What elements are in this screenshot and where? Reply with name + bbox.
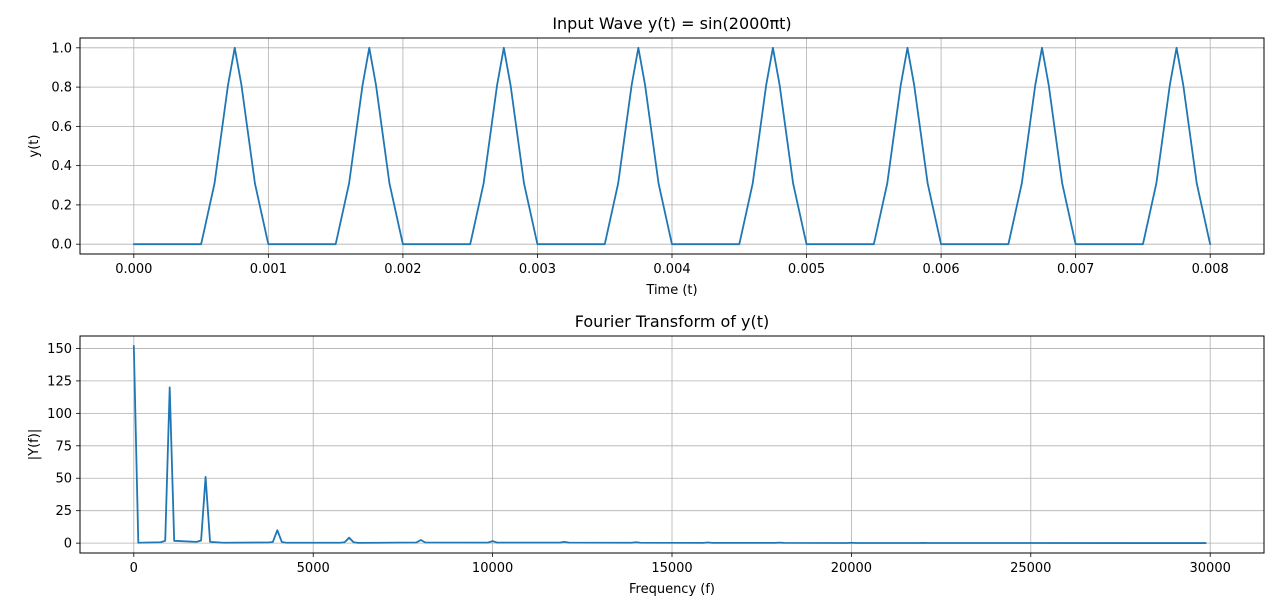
y-tick-label: 0.4 bbox=[51, 159, 72, 174]
x-tick-label: 10000 bbox=[472, 561, 513, 576]
frequency-y-ticks: 0 25 50 75 100 125 150 bbox=[47, 342, 80, 552]
y-tick-label: 25 bbox=[55, 504, 72, 519]
x-tick-label: 5000 bbox=[297, 561, 330, 576]
time-x-axis-label: Time (t) bbox=[645, 283, 697, 298]
x-tick-label: 0.006 bbox=[922, 262, 959, 277]
y-tick-label: 0 bbox=[64, 537, 72, 552]
y-tick-label: 0.0 bbox=[51, 238, 72, 253]
x-tick-label: 0.008 bbox=[1192, 262, 1229, 277]
frequency-x-ticks: 0 5000 10000 15000 20000 25000 30000 bbox=[130, 553, 1231, 576]
frequency-x-axis-label: Frequency (f) bbox=[629, 582, 715, 597]
x-tick-label: 15000 bbox=[651, 561, 692, 576]
x-tick-label: 0.001 bbox=[250, 262, 287, 277]
y-tick-label: 0.8 bbox=[51, 81, 72, 96]
x-tick-label: 20000 bbox=[831, 561, 872, 576]
x-tick-label: 0.000 bbox=[115, 262, 152, 277]
time-y-axis-label: y(t) bbox=[27, 135, 42, 158]
y-tick-label: 75 bbox=[55, 439, 72, 454]
frequency-plot-title: Fourier Transform of y(t) bbox=[575, 312, 770, 331]
x-tick-label: 0.003 bbox=[519, 262, 556, 277]
time-x-ticks: 0.000 0.001 0.002 0.003 0.004 0.005 0.006 0.007… bbox=[115, 254, 1229, 277]
time-y-ticks: 0.0 0.2 0.4 0.6 0.8 1.0 bbox=[51, 41, 80, 253]
time-domain-plot: 0.000 0.001 0.002 0.003 0.004 0.005 0.006 0.007… bbox=[27, 14, 1265, 298]
y-tick-label: 0.6 bbox=[51, 120, 72, 135]
frequency-domain-plot: 0 5000 10000 15000 20000 25000 30000 0 25 50 75 10… bbox=[27, 312, 1265, 597]
y-tick-label: 50 bbox=[55, 472, 72, 487]
frequency-grid bbox=[80, 336, 1264, 553]
y-tick-label: 1.0 bbox=[51, 41, 72, 56]
x-tick-label: 0 bbox=[130, 561, 138, 576]
time-plot-title: Input Wave y(t) = sin(2000πt) bbox=[552, 14, 791, 33]
x-tick-label: 0.004 bbox=[653, 262, 690, 277]
series-line bbox=[132, 344, 1207, 544]
x-tick-label: 25000 bbox=[1010, 561, 1051, 576]
x-tick-label: 0.002 bbox=[384, 262, 421, 277]
y-tick-label: 0.2 bbox=[51, 198, 72, 213]
frequency-y-axis-label: |Y(f)| bbox=[27, 429, 42, 460]
time-series bbox=[132, 46, 1212, 246]
y-tick-label: 150 bbox=[47, 342, 72, 357]
y-tick-label: 125 bbox=[47, 374, 72, 389]
x-tick-label: 0.007 bbox=[1057, 262, 1094, 277]
time-grid bbox=[80, 38, 1264, 254]
frequency-series bbox=[132, 344, 1207, 544]
x-tick-label: 0.005 bbox=[788, 262, 825, 277]
x-tick-label: 30000 bbox=[1190, 561, 1231, 576]
series-line bbox=[132, 46, 1212, 246]
y-tick-label: 100 bbox=[47, 407, 72, 422]
